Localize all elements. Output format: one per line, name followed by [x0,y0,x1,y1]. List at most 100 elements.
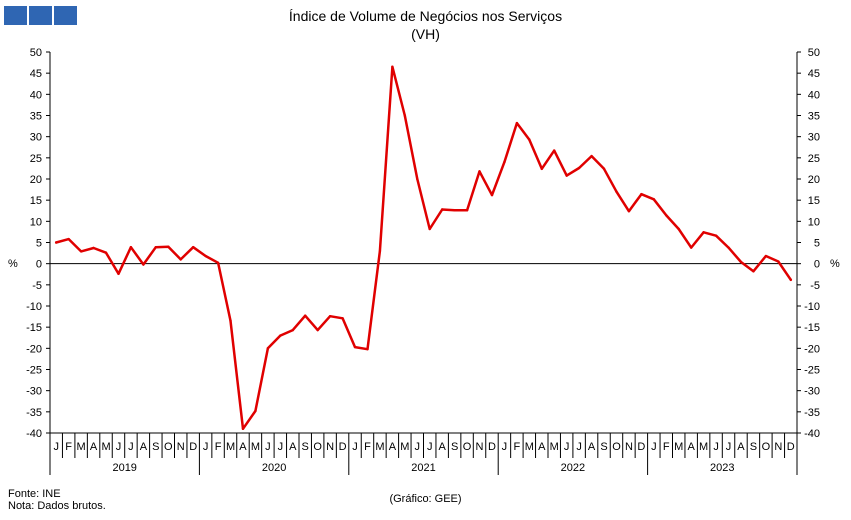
month-tick-label: A [588,441,596,453]
month-tick-label: M [77,441,86,453]
month-tick-label: A [289,441,297,453]
data-point [254,409,257,413]
series-group [54,65,793,431]
left-tick-label: -25 [26,365,42,377]
month-tick-label: N [326,441,334,453]
data-point [665,214,668,217]
chart-subtitle: (VH) [411,26,440,42]
right-tick-label: -40 [804,428,820,440]
year-label: 2019 [112,462,136,474]
year-label: 2022 [561,462,585,474]
data-point [590,154,593,158]
data-point [391,65,394,69]
month-tick-label: O [313,441,322,453]
data-point [67,237,70,241]
credit-text: (Gráfico: GEE) [389,493,462,505]
right-tick-label: 35 [808,111,820,123]
data-point [291,328,294,332]
month-tick-label: D [339,441,347,453]
data-point [727,246,730,249]
chart-title: Índice de Volume de Negócios nos Serviço… [288,8,563,24]
month-tick-label: J [116,441,122,453]
month-tick-label: F [364,441,371,453]
month-tick-label: O [762,441,771,453]
data-point [403,114,407,117]
month-tick-label: J [576,441,582,453]
data-point [378,249,382,253]
month-tick-label: M [525,441,534,453]
month-tick-label: M [101,441,110,453]
data-point [154,245,158,249]
data-point [553,149,556,152]
left-tick-label: 30 [30,132,42,144]
month-tick-label: A [239,441,247,453]
data-point [353,345,357,349]
month-tick-label: S [750,441,757,453]
data-point [341,317,344,320]
month-tick-label: M [550,441,559,453]
data-point [515,121,519,125]
month-tick-label: J [713,441,719,453]
gee-logo [4,6,77,25]
logo-block [29,6,52,25]
data-point [179,258,182,261]
data-point [777,260,780,263]
data-point [789,278,792,281]
logo-block [4,6,27,25]
month-tick-label: N [625,441,633,453]
data-point [528,138,531,141]
month-tick-label: S [451,441,458,453]
left-tick-label: -20 [26,343,42,355]
data-point [191,245,195,249]
left-tick-label: 15 [30,195,42,207]
right-tick-label: 25 [808,153,820,165]
month-tick-label: S [152,441,159,453]
left-tick-label: 0 [36,259,42,271]
data-point [453,209,456,212]
data-point [216,261,220,265]
data-point [640,193,643,196]
right-tick-label: 40 [808,89,820,101]
left-tick-label: 50 [30,47,42,59]
right-tick-label: 50 [808,47,820,59]
month-tick-label: J [564,441,570,453]
data-point [540,167,543,171]
right-tick-label: -25 [804,365,820,377]
right-tick-label: 45 [808,68,820,80]
data-point [440,208,444,211]
data-point [279,334,282,337]
month-tick-label: N [476,441,484,453]
month-tick-label: J [415,441,421,453]
data-point [104,251,108,254]
data-point [241,427,245,430]
right-tick-label: -35 [804,407,820,419]
month-tick-label: F [514,441,521,453]
logo-block [54,6,77,25]
series-line [54,65,793,431]
left-tick-label: -35 [26,407,42,419]
data-point [328,314,332,318]
left-tick-label: 10 [30,216,42,228]
data-point [490,193,494,197]
month-tick-label: O [463,441,472,453]
left-tick-label: -10 [26,301,42,313]
month-tick-label: D [488,441,496,453]
month-tick-label: M [226,441,235,453]
month-tick-label: J [352,441,358,453]
month-tick-label: S [600,441,607,453]
data-point [652,198,656,201]
right-tick-label: -10 [804,301,820,313]
data-point [167,245,170,248]
month-tick-label: N [177,441,185,453]
right-tick-label: 20 [808,174,820,186]
data-point [92,246,95,250]
data-point [689,246,693,249]
data-point [129,245,133,249]
data-point [615,190,618,193]
chart-axes [49,52,798,434]
right-axis-unit: % [830,258,840,270]
month-tick-label: M [400,441,409,453]
month-tick-label: O [164,441,173,453]
